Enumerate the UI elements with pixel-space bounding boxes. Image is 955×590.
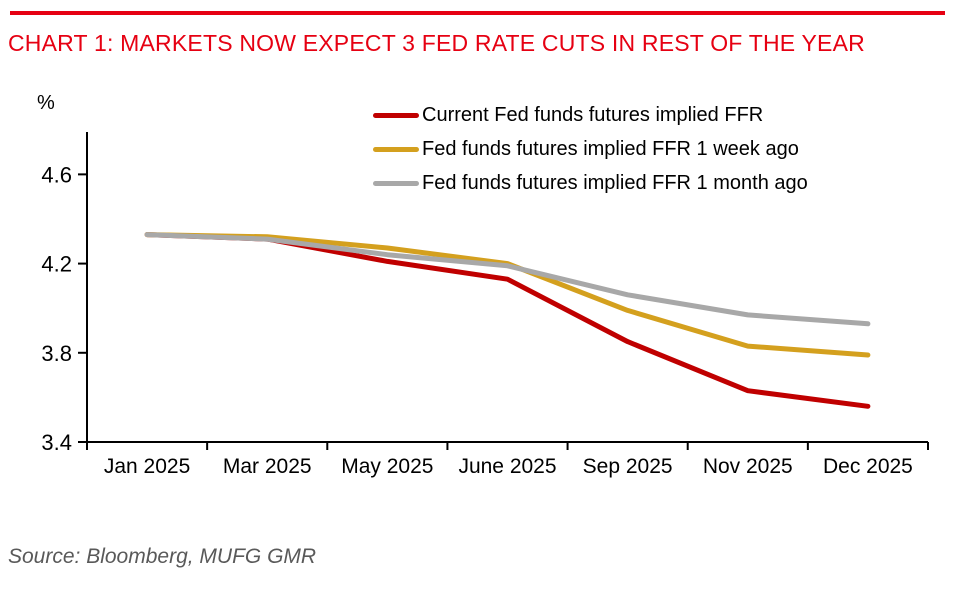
chart-title: CHART 1: MARKETS NOW EXPECT 3 FED RATE C… (8, 30, 865, 56)
top-rule-divider (10, 11, 945, 15)
y-tick-label: 3.4 (41, 430, 72, 455)
legend-item-2: Fed funds futures implied FFR 1 month ag… (373, 172, 808, 195)
legend-swatch-icon (373, 181, 419, 186)
legend-label: Fed funds futures implied FFR 1 week ago (422, 138, 799, 160)
legend-swatch-icon (373, 147, 419, 152)
x-tick-label: Dec 2025 (823, 455, 913, 478)
source-note: Source: Bloomberg, MUFG GMR (8, 545, 317, 568)
x-tick-label: June 2025 (458, 455, 556, 478)
y-tick-label: 3.8 (41, 341, 72, 366)
y-axis-unit-label: % (37, 92, 55, 114)
x-tick-label: Mar 2025 (223, 455, 312, 478)
series-line-1 (144, 232, 871, 358)
series-line-2 (144, 232, 871, 327)
x-tick-label: Sep 2025 (583, 455, 673, 478)
legend-item-0: Current Fed funds futures implied FFR (373, 104, 808, 127)
legend-label: Fed funds futures implied FFR 1 month ag… (422, 172, 808, 194)
chart-legend: Current Fed funds futures implied FFR Fed… (373, 104, 808, 195)
series-line-0 (144, 232, 871, 409)
x-tick-label: Jan 2025 (104, 455, 190, 478)
y-tick-label: 4.2 (41, 252, 72, 277)
legend-item-1: Fed funds futures implied FFR 1 week ago (373, 138, 808, 161)
y-tick-label: 4.6 (41, 162, 72, 187)
legend-swatch-icon (373, 113, 419, 118)
legend-label: Current Fed funds futures implied FFR (422, 104, 764, 126)
x-tick-label: Nov 2025 (703, 455, 793, 478)
x-tick-label: May 2025 (341, 455, 433, 478)
